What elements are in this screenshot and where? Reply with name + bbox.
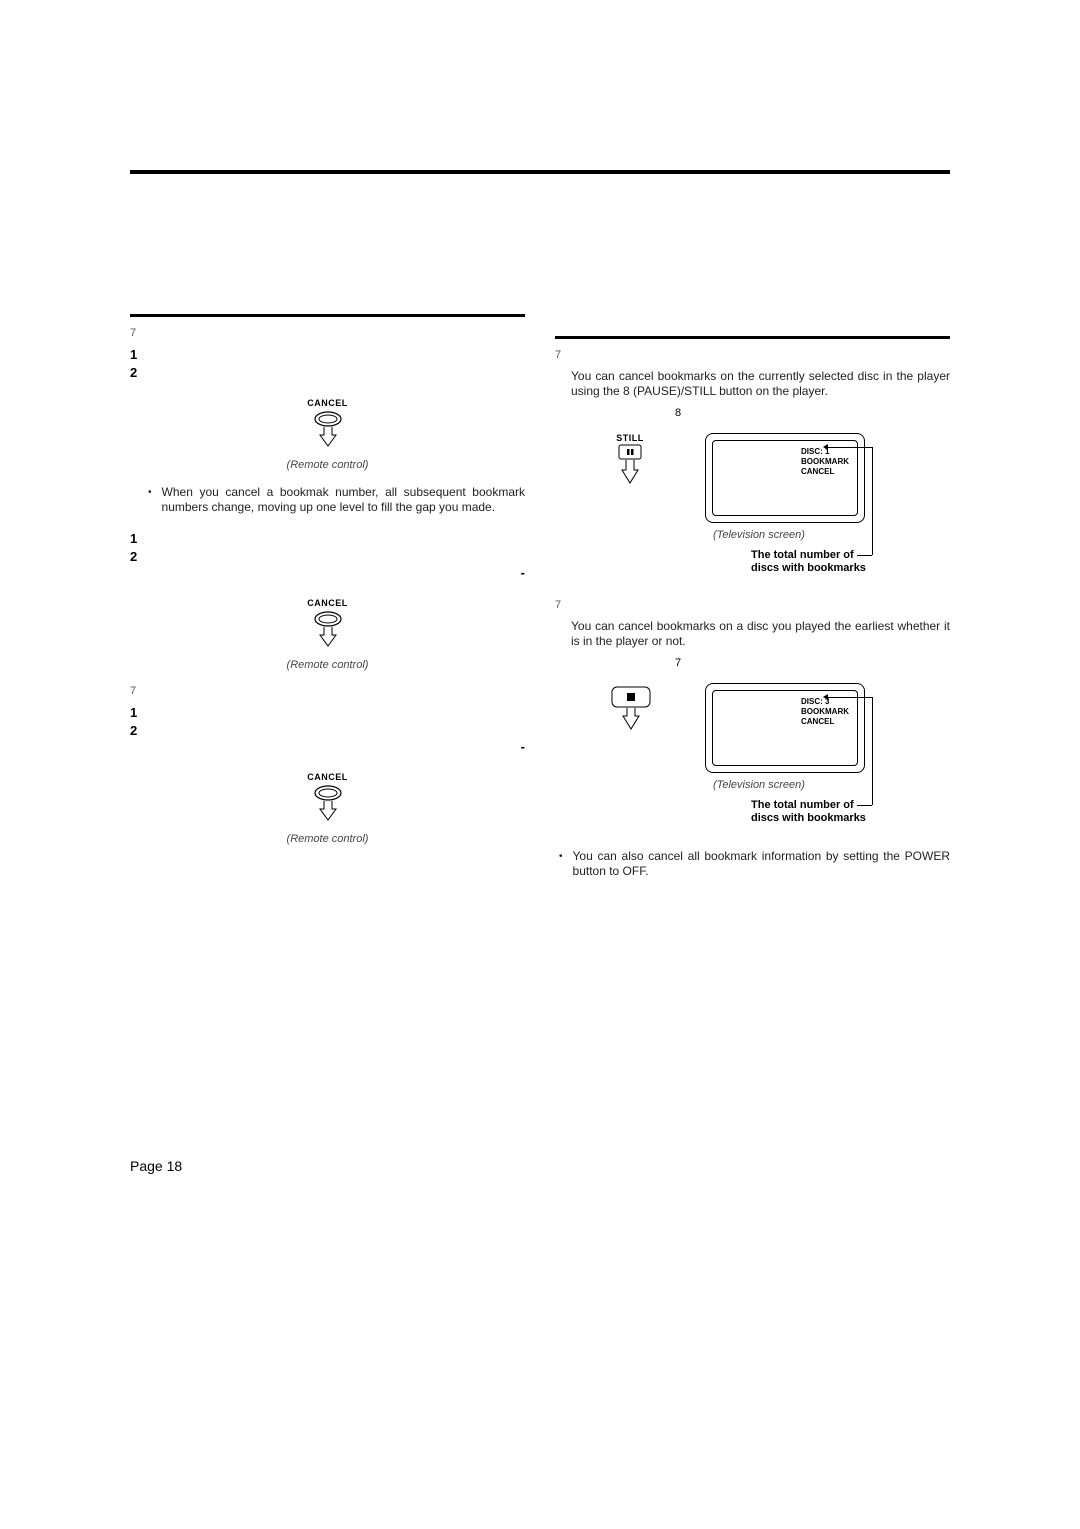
right-column: 7 You can cancel bookmarks on the curren… xyxy=(555,314,950,895)
step-number: 2 xyxy=(130,549,140,564)
step-row: 2 - xyxy=(130,549,525,564)
step-row: 1 xyxy=(130,531,525,546)
tv-osd-text: DISC: 1 BOOKMARK CANCEL xyxy=(801,447,849,477)
note-bullet: • When you cancel a bookmak number, all … xyxy=(148,485,525,515)
annot-line: discs with bookmarks xyxy=(751,562,866,574)
tv-osd-text: DISC: 3 BOOKMARK CANCEL xyxy=(801,697,849,727)
description-text: You can cancel bookmarks on the currentl… xyxy=(571,369,950,399)
section-rule xyxy=(555,336,950,339)
tv-caption: (Television screen) xyxy=(713,529,805,541)
step-number: 1 xyxy=(130,705,140,720)
left-column: 7 1 2 CANCEL (Remote control) • When you… xyxy=(130,314,525,895)
still-button-group: STILL xyxy=(615,433,645,492)
step-number: 2 xyxy=(130,365,140,380)
section-caption: 7 xyxy=(130,327,525,339)
inline-number: 8 xyxy=(675,407,950,419)
two-column-layout: 7 1 2 CANCEL (Remote control) • When you… xyxy=(130,314,950,895)
spacer xyxy=(555,314,950,336)
cancel-button-icon xyxy=(308,410,348,450)
remote-figure: CANCEL (Remote control) xyxy=(130,598,525,671)
tv-figure-1: STILL DISC: 1 BOOKMARK CANCEL xyxy=(555,433,950,573)
description-text: You can cancel bookmarks on a disc you p… xyxy=(571,619,950,649)
note-text: You can also cancel all bookmark informa… xyxy=(573,849,950,879)
tv-line: BOOKMARK xyxy=(801,707,849,716)
remote-figure: CANCEL (Remote control) xyxy=(130,772,525,845)
step-number: 2 xyxy=(130,723,140,738)
remote-caption: (Remote control) xyxy=(130,833,525,845)
remote-caption: (Remote control) xyxy=(130,459,525,471)
step-row: 1 xyxy=(130,705,525,720)
cancel-button-icon xyxy=(308,610,348,650)
step-row: 2 - xyxy=(130,723,525,738)
step-number: 1 xyxy=(130,347,140,362)
tv-screen-inner: DISC: 1 BOOKMARK CANCEL xyxy=(712,440,858,516)
still-label: STILL xyxy=(615,433,645,443)
arrow-line xyxy=(872,447,873,555)
annot-line: discs with bookmarks xyxy=(751,812,866,824)
tv-line: BOOKMARK xyxy=(801,457,849,466)
cancel-label: CANCEL xyxy=(130,598,525,608)
annotation-text: The total number of discs with bookmarks xyxy=(751,799,866,825)
section-caption: 7 xyxy=(130,685,525,697)
cancel-button-icon xyxy=(308,784,348,824)
tv-line: CANCEL xyxy=(801,717,834,726)
tv-line: CANCEL xyxy=(801,467,834,476)
note-text: When you cancel a bookmak number, all su… xyxy=(162,485,525,515)
still-button-icon xyxy=(615,443,645,487)
remote-caption: (Remote control) xyxy=(130,659,525,671)
stop-button-icon xyxy=(609,685,653,731)
arrow-line xyxy=(828,697,872,698)
tv-figure-2: DISC: 3 BOOKMARK CANCEL (Television scre… xyxy=(555,683,950,823)
bullet-dot-icon: • xyxy=(148,485,152,515)
tv-screen-inner: DISC: 3 BOOKMARK CANCEL xyxy=(712,690,858,766)
tv-caption: (Television screen) xyxy=(713,779,805,791)
step-number: 1 xyxy=(130,531,140,546)
section-caption: 7 xyxy=(555,599,950,611)
step-row: 2 xyxy=(130,365,525,380)
annotation-text: The total number of discs with bookmarks xyxy=(751,549,866,575)
arrow-line xyxy=(828,447,872,448)
stop-button-group xyxy=(609,683,653,736)
section-caption: 7 xyxy=(555,349,950,361)
bullet-dot-icon: • xyxy=(559,849,563,879)
cancel-label: CANCEL xyxy=(130,772,525,782)
note-bullet: • You can also cancel all bookmark infor… xyxy=(559,849,950,879)
annot-line: The total number of xyxy=(751,549,854,561)
annot-line: The total number of xyxy=(751,799,854,811)
section-rule xyxy=(130,314,525,317)
page-container: 7 1 2 CANCEL (Remote control) • When you… xyxy=(130,100,950,895)
inline-number: 7 xyxy=(675,657,950,669)
dash-text: - xyxy=(521,739,525,754)
page-number: Page 18 xyxy=(130,1158,182,1174)
remote-figure: CANCEL (Remote control) xyxy=(130,398,525,471)
step-row: 1 xyxy=(130,347,525,362)
spacer xyxy=(555,573,950,599)
top-rule xyxy=(130,170,950,174)
cancel-label: CANCEL xyxy=(130,398,525,408)
dash-text: - xyxy=(521,565,525,580)
arrow-line xyxy=(872,697,873,805)
